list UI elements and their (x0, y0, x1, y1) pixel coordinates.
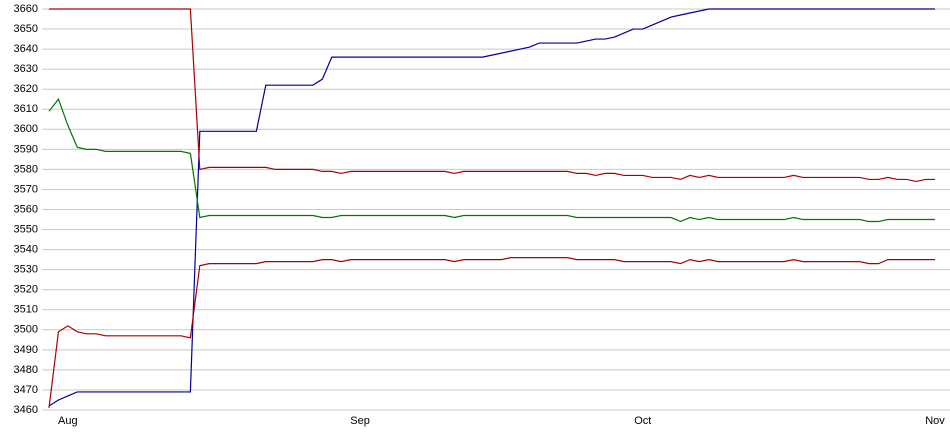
y-tick-label: 3650 (14, 23, 38, 35)
x-tick-label: Oct (634, 415, 651, 427)
series-line (48, 257, 935, 409)
series-line (49, 8, 935, 183)
y-tick-label: 3540 (14, 244, 38, 256)
y-tick-label: 3460 (14, 404, 38, 416)
y-tick-label: 3610 (14, 103, 38, 115)
y-tick-label: 3490 (14, 344, 38, 356)
y-tick-label: 3470 (14, 384, 38, 396)
y-tick-label: 3600 (14, 123, 38, 135)
y-tick-label: 3500 (14, 324, 38, 336)
y-tick-label: 3570 (14, 183, 38, 195)
series-line (48, 97, 935, 223)
y-tick-label: 3510 (14, 304, 38, 316)
x-tick-label: Nov (925, 415, 945, 427)
x-tick-label: Sep (350, 415, 370, 427)
y-tick-label: 3630 (14, 63, 38, 75)
y-tick-label: 3660 (14, 3, 38, 15)
y-tick-label: 3560 (14, 203, 38, 215)
y-tick-label: 3580 (14, 163, 38, 175)
y-tick-label: 3550 (14, 223, 38, 235)
series-line (48, 8, 935, 407)
y-tick-label: 3640 (14, 43, 38, 55)
y-tick-label: 3530 (14, 264, 38, 276)
y-tick-label: 3520 (14, 284, 38, 296)
x-tick-label: Aug (58, 415, 78, 427)
y-tick-label: 3480 (14, 364, 38, 376)
y-tick-label: 3590 (14, 143, 38, 155)
y-tick-label: 3620 (14, 83, 38, 95)
